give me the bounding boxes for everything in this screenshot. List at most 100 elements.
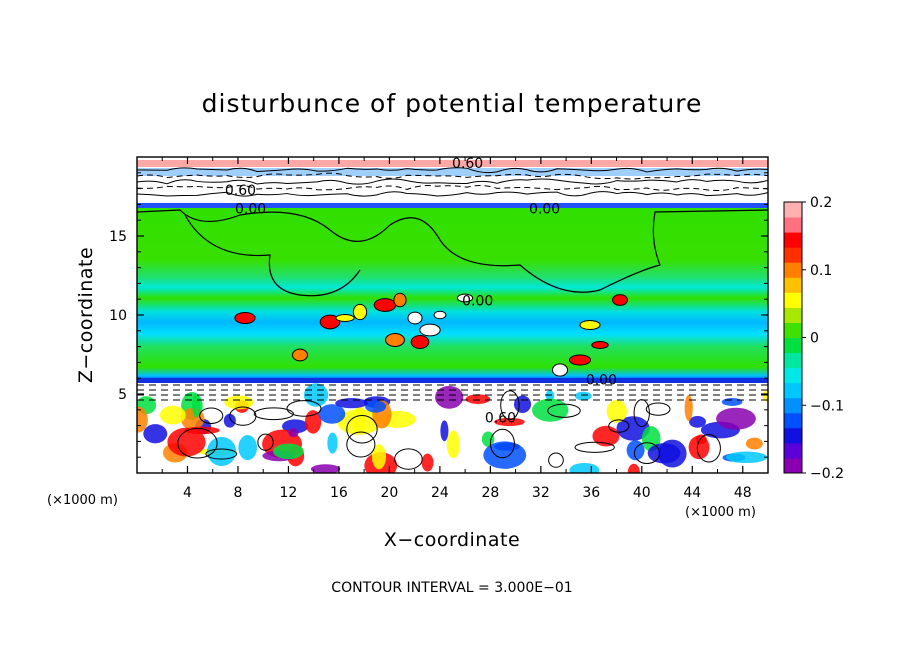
x-ticks: 4 8 12 16 20 24 28 32 36 40 44 48: [161, 157, 752, 501]
colorbar-tick-label: −0.2: [810, 466, 844, 482]
anomaly-blob: [385, 333, 405, 347]
turbulence-blob: [273, 443, 304, 460]
turbulence-blob: [238, 435, 258, 461]
colorbar-tick-label: −0.1: [810, 398, 844, 414]
x-unit-right: (×1000 m): [685, 505, 756, 520]
colorbar-swatch: [784, 397, 802, 414]
x-tick-label: 24: [431, 485, 449, 501]
upper-contour: [137, 178, 768, 185]
turbulence-blob: [465, 394, 491, 404]
upper-contour: [137, 172, 768, 180]
turbulence-contour: [346, 414, 378, 444]
turbulence-blob: [371, 444, 387, 470]
chart-title: disturbunce of potential temperature: [202, 89, 703, 118]
y-axis-label: Z−coordinate: [75, 247, 97, 383]
colorbar-swatch: [784, 457, 802, 474]
turbulence-contour: [177, 427, 218, 459]
turbulence-contour: [489, 428, 515, 459]
turbulence-contour: [547, 403, 581, 418]
anomaly-blob: [419, 323, 441, 337]
mid-layer: [137, 208, 768, 381]
turbulence-contour: [286, 400, 322, 417]
turbulence-blob: [627, 463, 640, 473]
colorbar-swatch: [784, 367, 802, 384]
x-tick-label: 8: [233, 485, 242, 501]
turbulence-contour: [257, 433, 274, 451]
contour-label: 0.00: [462, 293, 493, 309]
contour-label: 0.60: [452, 156, 483, 172]
colorbar-swatch: [784, 412, 802, 429]
turbulence-blob: [626, 440, 645, 461]
turbulence-blob: [435, 385, 464, 409]
colorbar-tick-label: 0: [810, 331, 819, 347]
x-tick-label: 36: [582, 485, 600, 501]
x-tick-label: 44: [683, 485, 701, 501]
turbulence-contour: [608, 419, 630, 433]
anomaly-blob: [456, 293, 474, 303]
colorbar-swatch: [784, 382, 802, 399]
turbulence-blob: [716, 407, 756, 430]
contour-lines: [137, 167, 768, 401]
contour-interval-label: CONTOUR INTERVAL = 3.000E−01: [331, 580, 572, 596]
lower-turbulence: [137, 383, 768, 473]
turbulence-blob: [327, 432, 338, 454]
turbulence-blob: [224, 395, 254, 410]
x-tick-label: 28: [481, 485, 499, 501]
y-ticks: 5 10 15: [109, 172, 768, 458]
turbulence-blob: [762, 390, 768, 402]
anomaly-blob: [568, 354, 592, 366]
turbulence-blob: [281, 419, 309, 434]
turbulence-blob: [206, 436, 237, 467]
turbulence-contour: [199, 407, 224, 424]
turbulence-blob: [574, 391, 592, 401]
contour-labels: 0.60 0.60 0.00 0.00 0.00 0.00 0.60: [225, 156, 617, 426]
turbulence-blob: [481, 431, 495, 447]
anomaly-blob: [352, 303, 368, 321]
turbulence-blob: [606, 399, 627, 423]
turbulence-contour: [253, 407, 294, 421]
contour-label: 0.00: [235, 202, 266, 218]
mid-anomalies: [234, 292, 628, 377]
contour-label: 0.00: [586, 372, 617, 388]
turbulence-blob: [446, 430, 460, 459]
turbulence-contour: [205, 448, 238, 460]
turbulence-contour: [394, 448, 423, 470]
turbulence-blob: [684, 394, 693, 422]
x-unit-left: (×1000 m): [47, 493, 118, 508]
colorbar-swatch: [784, 307, 802, 323]
turbulence-blob: [545, 390, 555, 401]
y-tick-label: 5: [118, 387, 127, 403]
turbulence-contour: [548, 452, 564, 468]
turbulence-blob: [647, 443, 681, 464]
turbulence-blob: [721, 397, 743, 406]
anomaly-blob: [551, 363, 569, 377]
colorbar-swatch: [784, 277, 802, 293]
upper-contour: [137, 167, 768, 174]
colorbar-swatch: [784, 352, 802, 369]
turbulence-blob: [725, 451, 768, 464]
colorbar-swatch: [784, 247, 802, 263]
anomaly-blob: [393, 292, 407, 308]
anomaly-blob: [591, 341, 609, 349]
colorbar-tick-label: 0.1: [810, 263, 832, 279]
turbulence-blob: [365, 400, 387, 413]
colorbar-swatch: [784, 217, 802, 233]
turbulence-blob: [745, 437, 763, 450]
turbulence-blob: [494, 417, 525, 427]
turbulence-blob: [192, 393, 201, 418]
colorbar: 0.2 0.1 0 −0.1 −0.2: [783, 195, 844, 482]
turbulence-contour: [229, 406, 257, 426]
turbulence-blob: [532, 398, 569, 422]
anomaly-blob: [410, 334, 430, 350]
x-tick-label: 32: [532, 485, 550, 501]
x-tick-label: 12: [280, 485, 298, 501]
zero-contour: [137, 209, 768, 293]
contour-label: 0.60: [225, 183, 256, 199]
turbulence-blob: [310, 464, 341, 473]
x-tick-label: 48: [734, 485, 752, 501]
y-tick-label: 15: [109, 229, 127, 245]
tropopause-band: [137, 203, 768, 209]
turbulence-blob: [513, 395, 532, 413]
colorbar-tick-label: 0.2: [810, 195, 832, 211]
